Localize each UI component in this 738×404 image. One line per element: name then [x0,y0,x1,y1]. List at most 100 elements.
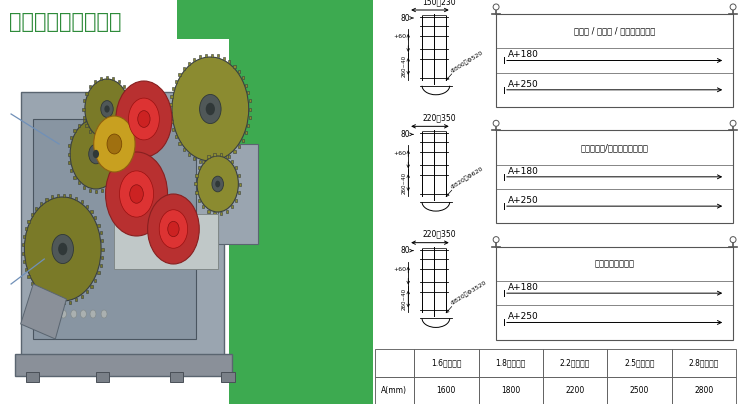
Bar [478,349,543,377]
Bar [199,55,201,59]
Bar [69,194,72,198]
Bar [101,256,103,259]
Bar [86,290,88,293]
Bar [204,161,207,164]
Text: 1.6米生产线: 1.6米生产线 [431,358,461,367]
Bar [220,153,222,156]
Bar [33,119,196,339]
Bar [100,231,102,234]
Text: 2.8米生产线: 2.8米生产线 [689,358,719,367]
Bar [238,191,240,194]
Text: 瓦楞机器安装示意图: 瓦楞机器安装示意图 [9,12,121,32]
Bar [112,181,114,185]
Bar [96,372,109,382]
Text: 1800: 1800 [501,386,520,395]
Bar [97,223,100,227]
Text: 1.8米生产线: 1.8米生产线 [495,358,526,367]
Bar [86,91,88,95]
Text: 260~40: 260~40 [401,172,406,194]
Text: Φ820～Φ3520: Φ820～Φ3520 [449,280,488,306]
Text: 1600: 1600 [437,386,456,395]
Bar [231,160,233,163]
Bar [106,139,108,143]
Bar [22,243,24,246]
Circle shape [80,310,86,318]
Circle shape [730,120,736,126]
Text: 坑机上的上/下预热缸安装尺寸: 坑机上的上/下预热缸安装尺寸 [581,143,649,152]
Bar [228,60,230,63]
Bar [122,144,124,147]
Bar [223,158,225,161]
Bar [68,161,70,164]
Circle shape [116,81,172,157]
Circle shape [197,156,238,212]
Circle shape [93,150,99,158]
Circle shape [172,57,249,161]
Circle shape [128,98,159,140]
Bar [249,107,251,111]
Bar [57,301,59,304]
Bar [233,150,235,154]
Bar [70,137,72,139]
Bar [235,166,238,169]
Bar [130,107,131,111]
Bar [89,116,91,120]
Bar [94,116,97,118]
Bar [170,103,172,106]
Bar [100,264,102,267]
Text: 260~40: 260~40 [401,55,406,78]
Bar [207,155,210,158]
Circle shape [130,185,143,203]
Bar [97,271,100,274]
Circle shape [199,95,221,124]
Bar [238,145,240,148]
Bar [45,198,47,201]
Bar [245,84,247,86]
Polygon shape [229,0,373,404]
Bar [45,297,47,300]
Bar [414,377,478,404]
Bar [106,76,108,78]
Bar [94,80,96,83]
Bar [172,87,174,90]
Bar [543,349,607,377]
Bar [35,207,38,210]
Bar [231,205,233,208]
Circle shape [104,105,110,113]
Bar [114,214,218,269]
Bar [221,372,235,382]
Bar [496,246,733,340]
Bar [196,191,198,194]
Bar [51,196,53,198]
Bar [179,142,181,145]
Bar [74,176,76,179]
Polygon shape [21,284,66,339]
Circle shape [120,171,154,217]
Bar [116,129,118,133]
Bar [220,212,222,215]
Text: 80: 80 [400,13,410,23]
Circle shape [138,111,150,127]
Circle shape [101,310,107,318]
Bar [126,124,128,126]
Bar [27,220,30,223]
Text: 2500: 2500 [630,386,649,395]
Bar [223,57,225,60]
Bar [23,260,25,263]
Bar [100,139,102,141]
Bar [100,77,102,80]
Bar [69,301,72,303]
Bar [607,349,672,377]
Bar [202,205,204,208]
Circle shape [730,4,736,10]
Bar [193,58,195,61]
Bar [116,176,118,179]
Bar [242,139,244,141]
Bar [51,300,53,303]
Bar [199,160,201,162]
Bar [202,160,204,163]
Text: +60: +60 [393,34,406,39]
Bar [211,162,213,164]
Text: 2.2米生产线: 2.2米生产线 [560,358,590,367]
Bar [75,197,77,200]
